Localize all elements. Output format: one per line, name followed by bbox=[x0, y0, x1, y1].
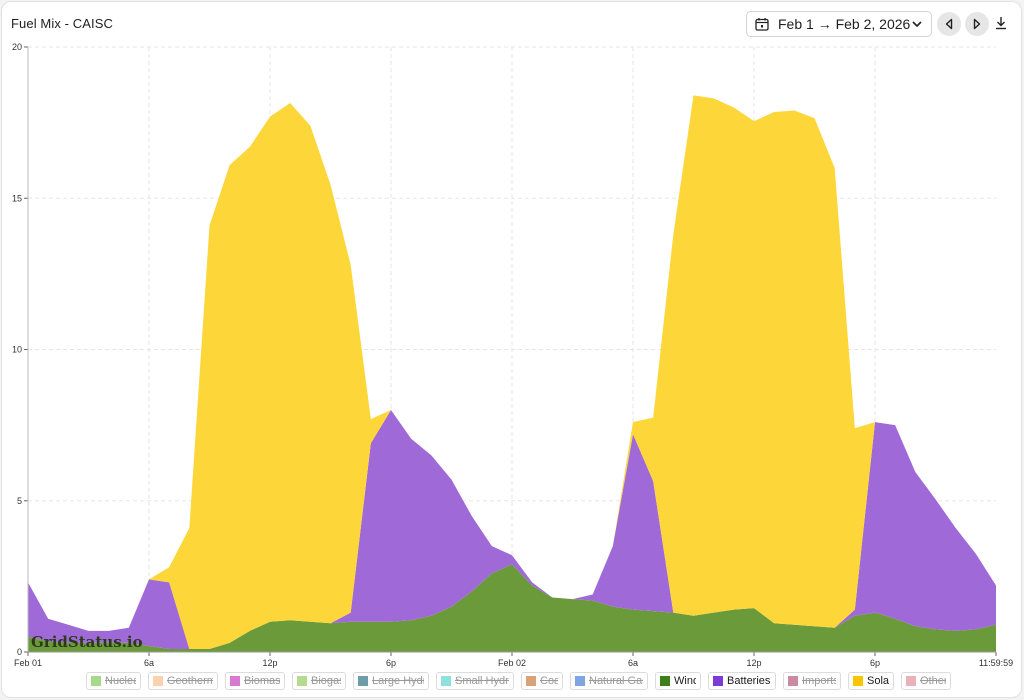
calendar-icon bbox=[755, 18, 769, 31]
legend-label: Coal bbox=[540, 675, 558, 687]
legend-swatch bbox=[91, 676, 101, 686]
series-area-solar bbox=[28, 95, 996, 649]
legend-label: Biomass bbox=[244, 675, 280, 687]
legend-item-other[interactable]: Other bbox=[901, 672, 951, 690]
chart-legend: Nuclear Geothermal Biomass Biogas Large Hydr… bbox=[86, 672, 951, 690]
chart-axes: 0 5 10 15 20 Feb 01 6a 12p 6p Feb 02 6a 12p 6p 11:59:… bbox=[12, 42, 1013, 668]
legend-label: Wind bbox=[674, 675, 696, 687]
watermark: GridStatus.io bbox=[31, 633, 143, 651]
legend-swatch bbox=[153, 676, 163, 686]
legend-swatch bbox=[906, 676, 916, 686]
legend-item-small-hydro[interactable]: Small Hydro bbox=[436, 672, 514, 690]
legend-label: Other bbox=[920, 675, 946, 687]
legend-label: Batteries bbox=[727, 675, 771, 687]
legend-label: Large Hydro bbox=[372, 675, 424, 687]
legend-label: Natural Gas bbox=[589, 675, 643, 687]
x-tick-label: 6a bbox=[144, 658, 154, 668]
legend-item-solar[interactable]: Solar bbox=[848, 672, 894, 690]
x-tick-label: 6a bbox=[628, 658, 638, 668]
legend-item-nuclear[interactable]: Nuclear bbox=[86, 672, 141, 690]
y-tick-label: 20 bbox=[12, 42, 22, 52]
legend-swatch bbox=[358, 676, 368, 686]
legend-label: Small Hydro bbox=[455, 675, 509, 687]
caret-right-icon bbox=[973, 18, 981, 30]
legend-swatch bbox=[526, 676, 536, 686]
chevron-down-icon bbox=[912, 21, 922, 28]
legend-swatch bbox=[230, 676, 240, 686]
legend-label: Biogas bbox=[311, 675, 341, 687]
x-tick-label: 11:59:59 bbox=[979, 658, 1013, 668]
x-tick-label: 12p bbox=[262, 658, 277, 668]
y-tick-label: 10 bbox=[12, 345, 22, 355]
legend-swatch bbox=[297, 676, 307, 686]
legend-item-imports[interactable]: Imports bbox=[783, 672, 841, 690]
next-period-button[interactable] bbox=[965, 12, 989, 36]
legend-swatch bbox=[713, 676, 723, 686]
legend-label: Nuclear bbox=[105, 675, 136, 687]
legend-swatch bbox=[788, 676, 798, 686]
y-tick-label: 5 bbox=[17, 496, 22, 506]
x-tick-label: 6p bbox=[870, 658, 880, 668]
legend-label: Imports bbox=[802, 675, 836, 687]
legend-swatch bbox=[660, 676, 670, 686]
chart-areas bbox=[28, 95, 996, 652]
x-tick-label: Feb 01 bbox=[14, 658, 42, 668]
page-title: Fuel Mix - CAISC bbox=[11, 16, 114, 31]
legend-item-biogas[interactable]: Biogas bbox=[292, 672, 346, 690]
download-button[interactable] bbox=[992, 14, 1010, 32]
legend-label: Solar bbox=[867, 675, 889, 687]
download-icon bbox=[996, 17, 1006, 30]
x-tick-label: 12p bbox=[746, 658, 761, 668]
legend-item-wind[interactable]: Wind bbox=[655, 672, 701, 690]
legend-item-batteries[interactable]: Batteries bbox=[708, 672, 776, 690]
previous-period-button[interactable] bbox=[937, 12, 961, 36]
series-area-wind bbox=[28, 564, 996, 652]
legend-label: Geothermal bbox=[167, 675, 213, 687]
y-tick-label: 0 bbox=[17, 647, 22, 657]
y-tick-label: 15 bbox=[12, 193, 22, 203]
x-tick-label: Feb 02 bbox=[498, 658, 526, 668]
legend-item-geothermal[interactable]: Geothermal bbox=[148, 672, 218, 690]
legend-swatch bbox=[853, 676, 863, 686]
legend-item-biomass[interactable]: Biomass bbox=[225, 672, 285, 690]
legend-swatch bbox=[441, 676, 451, 686]
legend-item-natural-gas[interactable]: Natural Gas bbox=[570, 672, 648, 690]
legend-item-coal[interactable]: Coal bbox=[521, 672, 563, 690]
date-range-picker[interactable]: Feb 1 → Feb 2, 2026 bbox=[746, 11, 932, 37]
legend-swatch bbox=[575, 676, 585, 686]
date-range-label: Feb 1 → Feb 2, 2026 bbox=[778, 16, 911, 32]
legend-item-large-hydro[interactable]: Large Hydro bbox=[353, 672, 429, 690]
caret-left-icon bbox=[945, 18, 953, 30]
x-tick-label: 6p bbox=[386, 658, 396, 668]
